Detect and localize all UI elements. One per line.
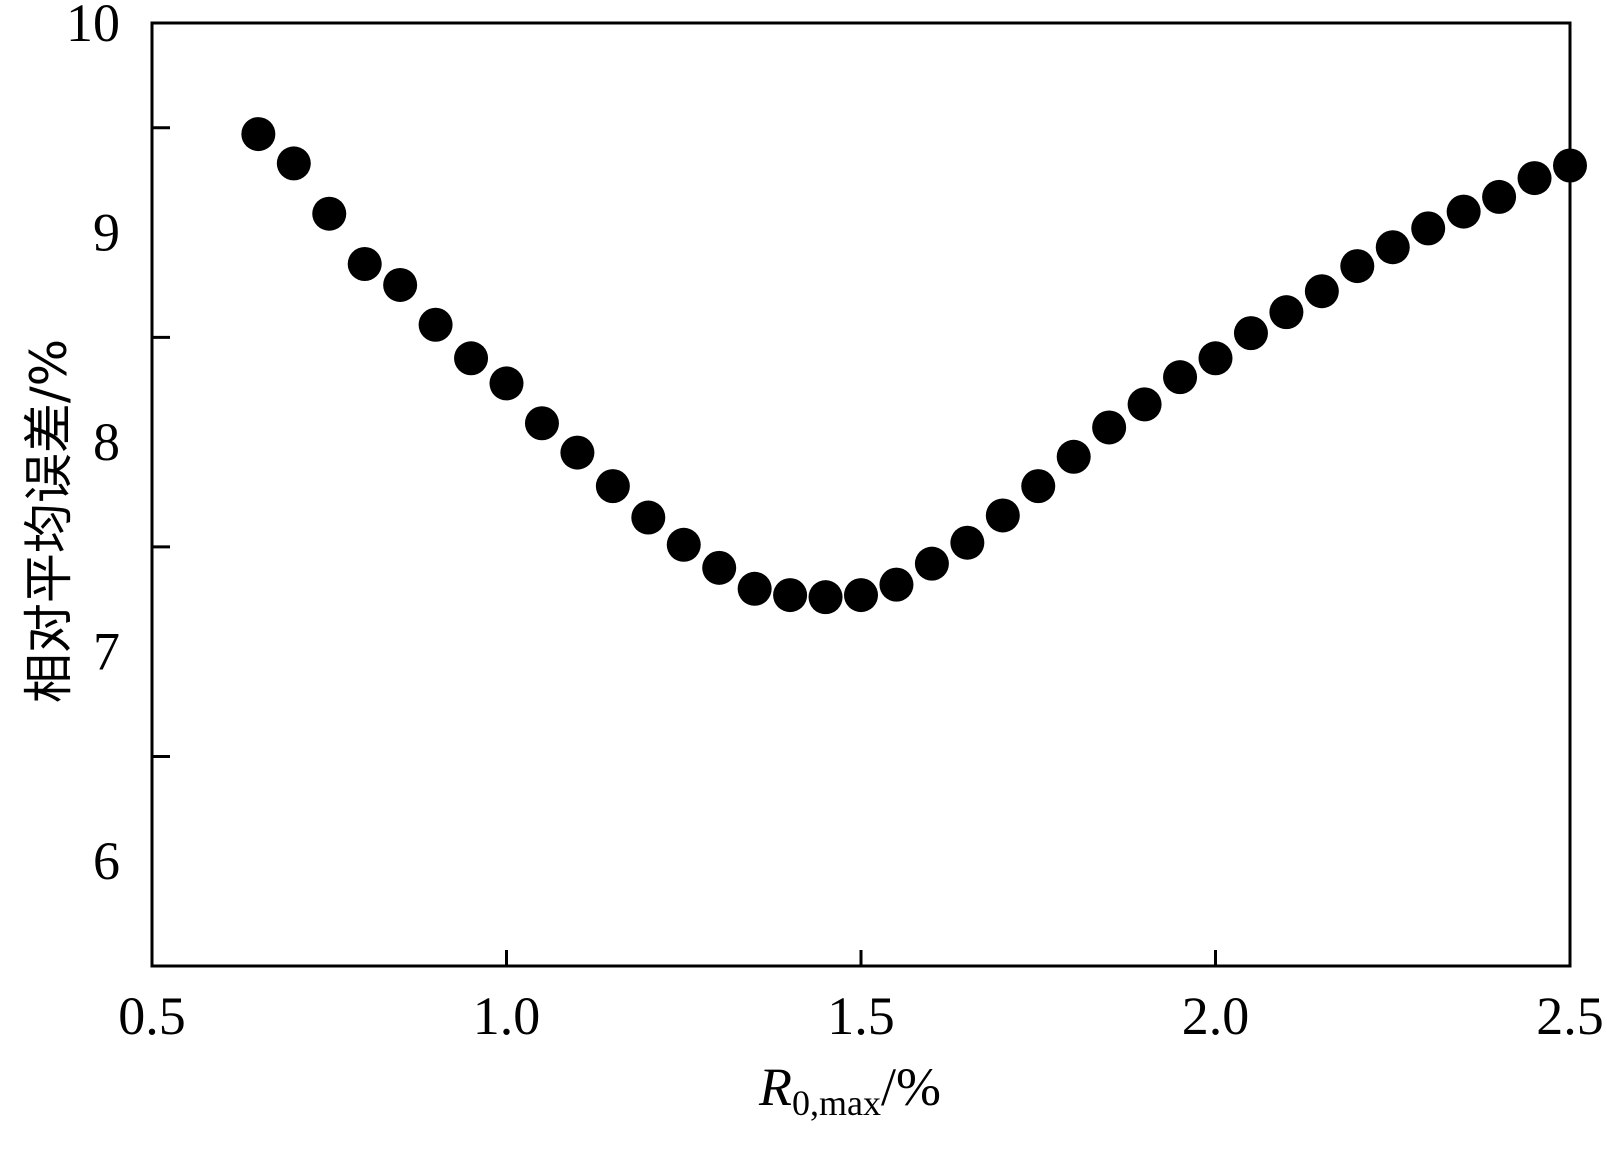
data-point — [454, 341, 489, 376]
data-point — [489, 366, 524, 401]
y-tick-label: 6 — [93, 831, 120, 891]
x-tick-label: 0.5 — [118, 986, 186, 1046]
data-point — [595, 469, 630, 504]
data-point — [1411, 211, 1446, 246]
data-point — [1056, 439, 1091, 474]
data-point — [1127, 387, 1162, 422]
y-axis-label: 相对平均误差/% — [20, 338, 78, 704]
x-axis-symbol: R — [759, 1057, 793, 1117]
data-point — [560, 435, 595, 470]
data-point — [631, 500, 666, 535]
x-axis-subscript: 0,max — [792, 1083, 881, 1123]
data-point — [914, 546, 949, 581]
data-point — [347, 246, 382, 281]
data-point — [1304, 274, 1339, 309]
data-point — [808, 580, 843, 615]
data-point — [312, 196, 347, 231]
data-point — [1482, 179, 1517, 214]
data-point — [773, 578, 808, 613]
data-point — [1021, 469, 1056, 504]
x-tick-label: 1.0 — [473, 986, 541, 1046]
y-tick-label: 8 — [93, 412, 120, 472]
data-point — [383, 267, 418, 302]
data-points — [241, 117, 1587, 615]
x-tick-label: 1.5 — [827, 986, 895, 1046]
data-point — [844, 578, 878, 613]
data-point — [1340, 249, 1375, 284]
data-point — [524, 406, 559, 441]
x-axis-unit: /% — [880, 1057, 941, 1117]
data-point — [1092, 410, 1127, 445]
data-point — [879, 567, 914, 602]
data-point — [1446, 194, 1481, 229]
tick-labels: 0.5 1.0 1.5 2.0 2.5 6 7 8 9 10 — [66, 0, 1604, 1046]
data-point — [1517, 161, 1552, 196]
data-point — [241, 117, 276, 152]
data-point — [1233, 316, 1268, 351]
data-point — [1163, 360, 1198, 395]
data-point — [737, 571, 772, 606]
data-point — [950, 525, 985, 560]
plot-frame — [150, 21, 1572, 968]
data-point — [1269, 295, 1304, 330]
data-point — [1375, 230, 1410, 265]
data-point — [985, 498, 1020, 533]
data-point — [702, 550, 737, 585]
y-tick-label: 10 — [66, 0, 120, 53]
y-minor-ticks — [152, 126, 170, 758]
y-tick-label: 7 — [93, 622, 120, 682]
x-axis-label: R0,max/% — [759, 1056, 941, 1124]
axis-ticks — [150, 950, 1572, 966]
data-point — [276, 146, 311, 181]
y-tick-label: 9 — [93, 203, 120, 263]
x-tick-label: 2.5 — [1536, 986, 1604, 1046]
data-point — [418, 307, 453, 342]
data-point — [666, 527, 701, 562]
x-tick-label: 2.0 — [1182, 986, 1250, 1046]
data-point — [1198, 341, 1233, 376]
